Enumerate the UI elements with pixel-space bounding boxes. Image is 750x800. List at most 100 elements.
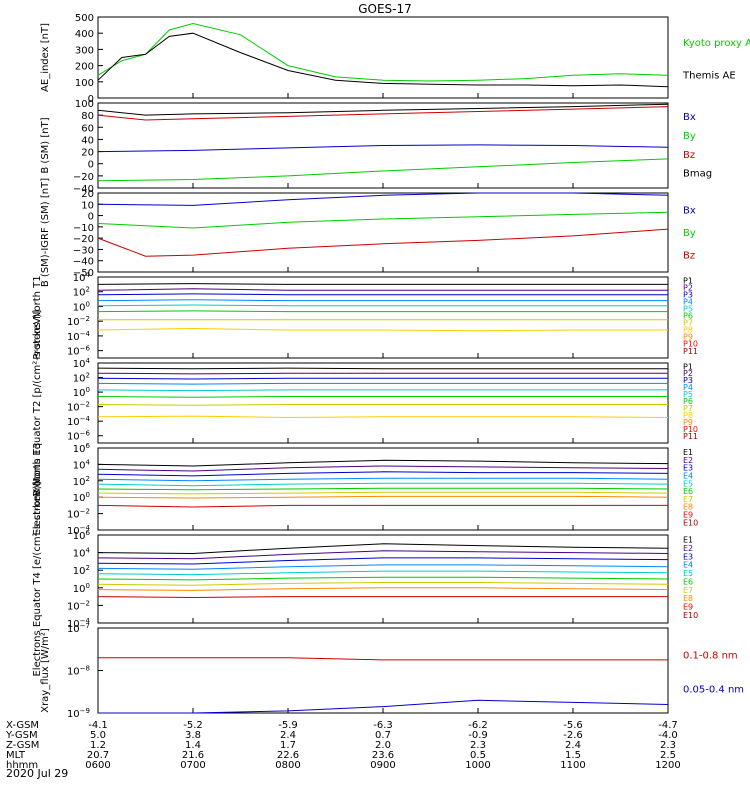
series-line-e5 <box>97 482 669 487</box>
series-line-e8 <box>97 495 669 499</box>
y-tick-label: −20 <box>73 172 94 183</box>
footer-cell: 2.0 <box>375 740 391 751</box>
date-label: 2020 Jul 29 <box>6 767 68 780</box>
series-line-e3 <box>97 557 669 565</box>
footer-cell: 21.6 <box>182 750 204 761</box>
y-tick-label: 500 <box>75 13 94 24</box>
y-tick-label: 10−7 <box>67 622 90 635</box>
footer-cell: 1.2 <box>90 740 106 751</box>
series-line-e8 <box>97 587 669 591</box>
series-line-p4 <box>97 299 668 302</box>
legend-entry: P4 <box>683 297 693 306</box>
series-line-e4 <box>97 477 669 482</box>
y-tick-label: 0 <box>88 160 94 171</box>
panel-frame <box>97 627 669 714</box>
legend-entry: P6 <box>683 312 693 321</box>
y-tick-label: −30 <box>73 245 94 256</box>
panel-frame <box>97 362 669 444</box>
series-line-bx <box>97 144 669 153</box>
series-line-e9 <box>97 504 668 508</box>
footer-row-label: MLT <box>6 750 26 761</box>
footer-cell: 0.5 <box>470 750 486 761</box>
y-tick-label: 100 <box>73 491 90 504</box>
legend-entry: P2 <box>683 283 693 292</box>
series-line-e3 <box>97 471 669 477</box>
legend-entry: E8 <box>683 594 693 603</box>
legend-entry: P7 <box>683 319 693 328</box>
y-tick-label: 100 <box>75 78 94 89</box>
y-tick-label: 10−4 <box>67 330 91 343</box>
footer-cell: 1.4 <box>185 740 201 751</box>
series-line-bz <box>97 106 669 121</box>
footer-row-label: hhmm <box>6 760 38 771</box>
footer-cell: 5.0 <box>90 730 106 741</box>
y-tick-label: 100 <box>75 99 94 110</box>
legend-entry: P10 <box>683 425 698 434</box>
legend-entry: E10 <box>683 518 698 527</box>
y-tick-label: −40 <box>73 257 94 268</box>
y-tick-label: 0 <box>88 94 94 105</box>
footer-cell: 1000 <box>465 760 490 771</box>
footer-cell: 22.6 <box>277 750 299 761</box>
legend-entry: P6 <box>683 397 693 406</box>
y-tick-label: 10−2 <box>67 508 90 521</box>
footer-cell: -4.7 <box>658 720 678 731</box>
series-line-e4 <box>97 564 669 570</box>
legend-entry: P5 <box>683 305 693 314</box>
series-line-p3 <box>97 377 668 380</box>
y-tick-label: 102 <box>73 475 90 488</box>
footer-cell: 1.5 <box>565 750 581 761</box>
legend-entry: P3 <box>683 290 693 299</box>
series-line-p8 <box>97 327 668 332</box>
y-tick-label: 300 <box>75 45 94 56</box>
legend-entry: P5 <box>683 390 693 399</box>
series-line-e1 <box>97 459 669 467</box>
legend-entry: E8 <box>683 503 693 512</box>
footer-cell: 0900 <box>370 760 395 771</box>
footer-cell: 1100 <box>560 760 585 771</box>
legend-entry: E9 <box>683 511 693 520</box>
legend-entry: Bmag <box>683 169 712 180</box>
footer-cell: -5.6 <box>563 720 583 731</box>
series-line-0-05-0-4-nm <box>98 699 669 714</box>
legend-entry: E7 <box>683 495 693 504</box>
y-tick-label: 20 <box>81 189 94 200</box>
legend-entry: E10 <box>683 611 698 620</box>
y-tick-label: 40 <box>81 135 94 146</box>
legend-entry: E2 <box>683 456 693 465</box>
y-tick-label: 10 <box>81 200 94 211</box>
footer-cell: 20.7 <box>87 750 109 761</box>
y-tick-label: −50 <box>73 268 94 279</box>
y-tick-label: 80 <box>81 111 94 122</box>
series-line-e9 <box>97 596 668 599</box>
series-line-p2 <box>97 372 668 375</box>
legend-entry: E1 <box>683 448 693 457</box>
legend-entry: E4 <box>683 561 693 570</box>
legend-entry: Bx <box>683 112 696 123</box>
footer-cell: -4.1 <box>88 720 108 731</box>
y-tick-label: 104 <box>73 458 91 471</box>
legend-entry: E6 <box>683 487 693 496</box>
legend-entry: P11 <box>683 347 698 356</box>
legend-entry: P4 <box>683 383 693 392</box>
series-line-p6 <box>97 310 668 313</box>
legend-entry: P8 <box>683 326 693 335</box>
y-axis-label: B (SM)-IGRF (SM) [nT] <box>40 178 51 287</box>
y-tick-label: 10−2 <box>67 599 90 612</box>
y-tick-label: 200 <box>75 62 94 73</box>
footer-row-label: Z-GSM <box>6 740 39 751</box>
legend-entry: E9 <box>683 603 693 612</box>
series-line-p7 <box>97 404 668 406</box>
y-tick-label: 60 <box>81 123 94 134</box>
legend-entry: E2 <box>683 544 693 553</box>
footer-cell: 2.3 <box>470 740 486 751</box>
series-line-by <box>97 211 669 229</box>
y-tick-label: 10−2 <box>67 315 90 328</box>
y-axis-label: B (SM) [nT] <box>40 117 51 173</box>
y-tick-label: 10−6 <box>67 345 91 358</box>
series-line-p6 <box>97 396 668 398</box>
